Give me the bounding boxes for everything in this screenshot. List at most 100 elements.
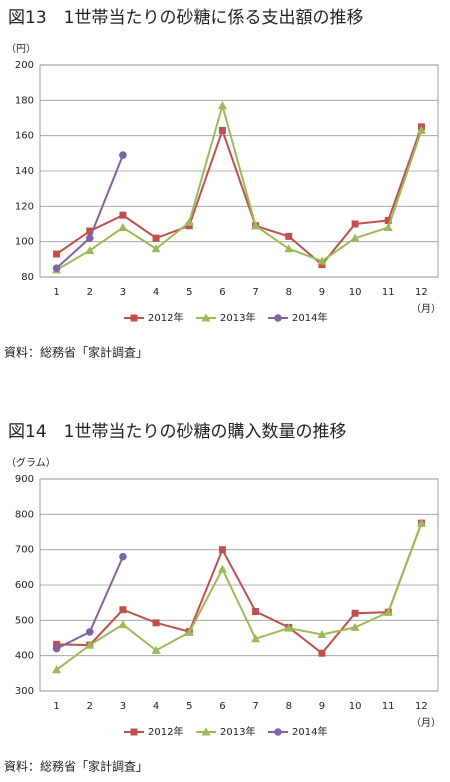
legend-label: 2014年 (292, 311, 327, 324)
data-point (53, 250, 61, 258)
x-tick-label: 12 (415, 701, 428, 712)
x-tick-label: 2 (87, 701, 93, 712)
chart-title: 図14 1世帯当たりの砂糖の購入数量の推移 (8, 422, 346, 442)
y-tick-label: 80 (21, 272, 34, 283)
y-tick-label: 180 (15, 95, 34, 106)
x-tick-label: 1 (53, 287, 59, 298)
x-tick-label: 10 (349, 287, 362, 298)
x-tick-label: 7 (252, 701, 258, 712)
x-tick-label: 2 (87, 287, 93, 298)
legend-marker (130, 314, 138, 322)
y-tick-label: 400 (15, 651, 34, 662)
data-point (152, 234, 160, 242)
data-point (416, 518, 426, 527)
data-point (351, 609, 359, 617)
data-point (383, 223, 393, 232)
plot-frame (39, 64, 439, 278)
y-tick-label: 100 (15, 237, 34, 248)
data-point (118, 620, 128, 629)
x-tick-label: 12 (415, 287, 428, 298)
legend-label: 2013年 (220, 725, 255, 738)
data-point (350, 622, 360, 631)
data-point (383, 607, 393, 616)
x-axis-label: （月） (411, 717, 441, 729)
x-tick-label: 9 (319, 287, 325, 298)
plot-frame (39, 478, 439, 692)
x-tick-label: 9 (319, 701, 325, 712)
data-point (85, 246, 95, 254)
legend-marker (274, 728, 282, 736)
legend-marker (201, 313, 211, 322)
x-tick-label: 8 (286, 701, 292, 712)
y-tick-label: 800 (15, 509, 34, 520)
series-line (56, 101, 423, 271)
y-axis-label: （円） (6, 43, 36, 55)
data-point (284, 244, 294, 253)
data-point (184, 627, 194, 636)
y-tick-label: 160 (15, 131, 34, 142)
x-tick-label: 5 (186, 701, 192, 712)
data-point (152, 619, 160, 627)
x-tick-label: 10 (349, 701, 362, 712)
data-point (119, 606, 127, 614)
data-point (119, 211, 127, 219)
chart-title: 図13 1世帯当たりの砂糖に係る支出額の推移 (8, 8, 363, 28)
x-tick-label: 8 (286, 287, 292, 298)
data-point (53, 640, 61, 648)
data-point (217, 564, 227, 573)
data-point (85, 234, 94, 242)
data-point (151, 244, 161, 253)
data-point (252, 608, 260, 615)
data-point (318, 649, 326, 657)
data-point (86, 227, 94, 235)
y-tick-label: 600 (15, 580, 34, 591)
data-point (318, 261, 326, 269)
x-tick-label: 1 (53, 701, 59, 712)
y-tick-label: 500 (15, 615, 34, 626)
legend-label: 2014年 (292, 725, 327, 738)
x-axis-label: （月） (411, 303, 441, 315)
x-tick-label: 7 (252, 287, 258, 298)
legend-label: 2013年 (220, 311, 255, 324)
source-note: 資料：総務省「家計調査」 (4, 345, 148, 360)
data-point (52, 264, 61, 272)
x-tick-label: 6 (219, 287, 225, 298)
legend-label: 2012年 (148, 725, 183, 738)
legend-label: 2012年 (148, 311, 183, 324)
x-tick-label: 3 (120, 701, 126, 712)
y-tick-label: 140 (15, 166, 34, 177)
data-point (52, 665, 62, 674)
data-point (119, 552, 127, 561)
data-point (317, 256, 327, 265)
y-tick-label: 900 (15, 474, 34, 485)
data-point (285, 232, 293, 240)
y-tick-label: 700 (15, 545, 34, 556)
data-point (85, 628, 94, 636)
data-point (251, 221, 261, 230)
data-point (217, 101, 227, 110)
series-line (56, 126, 423, 267)
x-tick-label: 4 (153, 287, 159, 298)
data-point (185, 222, 193, 230)
x-tick-label: 11 (382, 701, 395, 712)
data-point (218, 126, 226, 134)
data-point (118, 223, 128, 232)
legend-marker (130, 728, 138, 736)
source-note: 資料：総務省「家計調査」 (4, 759, 148, 774)
x-tick-label: 5 (186, 287, 192, 298)
data-point (416, 125, 426, 134)
data-point (218, 546, 226, 554)
x-tick-label: 3 (120, 287, 126, 298)
data-point (317, 629, 327, 638)
y-axis-label: （グラム） (6, 456, 56, 469)
data-point (52, 644, 61, 653)
series-line (55, 522, 423, 671)
data-point (119, 151, 127, 159)
series-line (56, 522, 423, 655)
data-point (251, 634, 261, 643)
data-point (184, 217, 194, 226)
x-tick-label: 6 (219, 701, 225, 712)
legend-marker (201, 727, 211, 736)
y-tick-label: 120 (15, 201, 34, 212)
